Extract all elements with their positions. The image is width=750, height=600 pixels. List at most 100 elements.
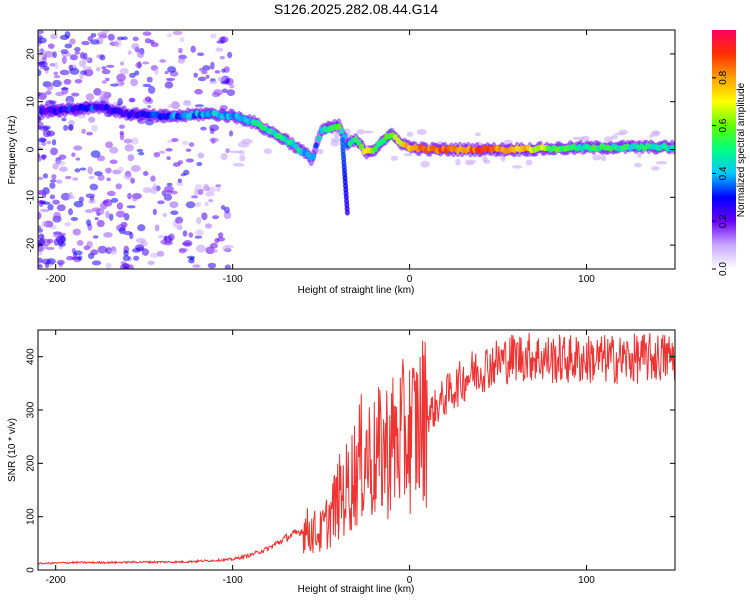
noise-blob <box>142 31 152 36</box>
noise-blob <box>132 36 139 42</box>
ridge-core <box>336 123 342 131</box>
noise-blob <box>97 174 105 181</box>
noise-blob <box>581 135 590 142</box>
noise-blob <box>118 166 124 172</box>
noise-blob <box>74 46 81 52</box>
noise-blob <box>53 231 63 239</box>
y-tick-label: 300 <box>26 401 37 418</box>
noise-blob <box>105 167 112 174</box>
noise-blob <box>318 148 324 155</box>
noise-blob <box>85 209 92 213</box>
noise-blob <box>194 184 203 190</box>
noise-blob <box>110 197 119 203</box>
noise-blob <box>52 79 62 88</box>
noise-blob <box>96 219 105 228</box>
noise-blob <box>181 140 189 146</box>
noise-blob <box>177 57 186 64</box>
noise-blob <box>220 153 228 161</box>
noise-blob <box>71 152 76 158</box>
ridge-core <box>339 127 345 135</box>
noise-blob <box>122 266 129 269</box>
noise-blob <box>204 223 212 229</box>
noise-blob <box>90 249 99 256</box>
noise-blob <box>61 87 69 91</box>
noise-blob <box>49 62 56 67</box>
noise-blob <box>41 50 51 55</box>
noise-blob <box>68 191 73 199</box>
noise-blob <box>107 33 115 41</box>
noise-blob <box>390 155 399 161</box>
noise-blob <box>142 61 150 65</box>
noise-blob <box>637 151 642 158</box>
noise-blob <box>210 33 217 39</box>
noise-blob <box>182 239 193 247</box>
noise-blob <box>455 158 461 166</box>
colorbar-ticks: 0.0 0.2 0.4 0.6 0.8 <box>712 70 729 276</box>
noise-blob <box>38 228 44 233</box>
noise-blob <box>131 137 139 145</box>
noise-blob <box>123 249 129 257</box>
snr-ylabel: SNR (10 * v/v) <box>7 418 18 482</box>
noise-blob <box>214 70 221 74</box>
noise-blob <box>118 227 126 235</box>
noise-blob <box>185 158 194 163</box>
noise-blob <box>51 139 57 146</box>
noise-blob <box>192 264 201 268</box>
noise-blob <box>188 142 195 147</box>
noise-blob <box>56 179 63 184</box>
noise-blob <box>138 151 145 156</box>
noise-blob <box>511 165 523 169</box>
colorbar-tick-label: 0.0 <box>718 262 729 276</box>
noise-blob <box>102 200 109 204</box>
noise-blob <box>127 154 135 162</box>
noise-blob <box>209 128 215 135</box>
x-tick-label: 0 <box>407 274 413 285</box>
noise-blob <box>655 161 668 165</box>
noise-blob <box>110 83 119 87</box>
noise-blob <box>88 116 96 123</box>
noise-blob <box>334 132 340 139</box>
snr-axes: -200 -100 0 100 0 100 200 300 400 <box>26 330 675 586</box>
noise-blob <box>146 76 153 83</box>
noise-blob <box>59 166 68 172</box>
noise-blob <box>180 173 186 177</box>
noise-blob <box>220 204 226 210</box>
noise-blob <box>221 88 228 94</box>
noise-blob <box>330 137 341 143</box>
noise-blob <box>651 166 660 171</box>
noise-blob <box>81 40 90 46</box>
noise-blob <box>153 151 161 158</box>
noise-blob <box>126 205 136 209</box>
noise-blob <box>649 133 654 138</box>
noise-blob <box>224 264 231 269</box>
noise-blob <box>188 232 194 238</box>
noise-blob <box>41 220 48 227</box>
x-tick-label: 100 <box>578 575 595 586</box>
noise-blob <box>128 97 136 103</box>
noise-blob <box>154 68 159 75</box>
noise-blob <box>87 36 94 42</box>
noise-blob <box>88 175 95 180</box>
noise-blob <box>154 224 160 232</box>
noise-blob <box>99 90 109 99</box>
noise-blob <box>209 80 218 85</box>
noise-blob <box>47 43 55 49</box>
noise-blob <box>191 195 199 199</box>
noise-blob <box>41 258 51 265</box>
x-tick-label: -200 <box>46 274 66 285</box>
noise-blob <box>77 255 83 261</box>
noise-blob <box>157 200 165 205</box>
y-tick-label: 20 <box>26 48 37 60</box>
noise-blob <box>97 32 107 37</box>
noise-blob <box>72 177 79 181</box>
noise-blob <box>142 187 152 194</box>
noise-blob <box>170 190 178 195</box>
x-tick-label: -100 <box>223 575 243 586</box>
noise-blob <box>68 208 73 216</box>
noise-blob <box>167 66 177 73</box>
ridge-core <box>358 143 365 151</box>
noise-blob <box>74 168 81 173</box>
noise-blob <box>38 176 44 181</box>
noise-blob <box>128 264 134 269</box>
